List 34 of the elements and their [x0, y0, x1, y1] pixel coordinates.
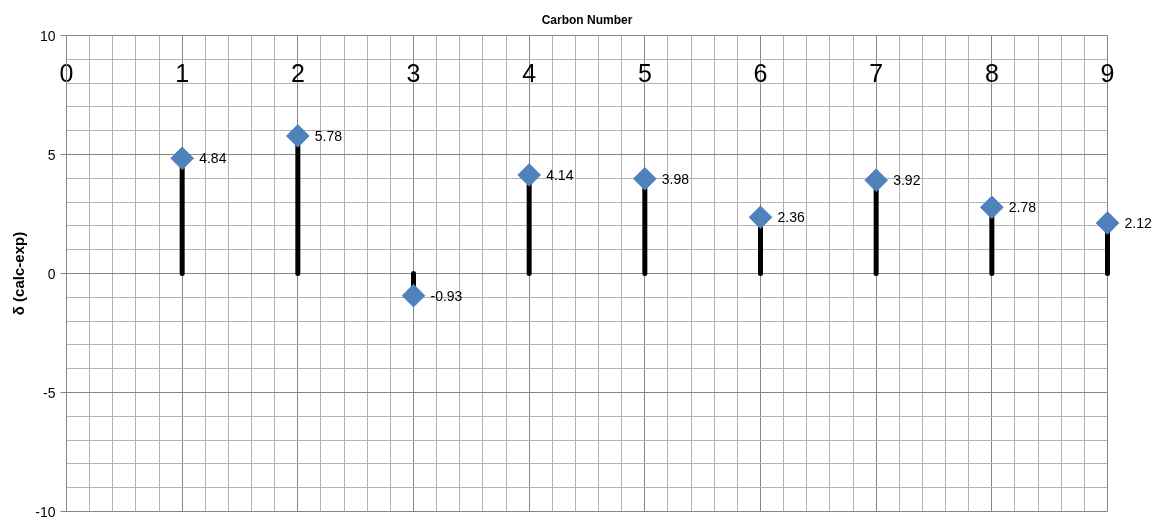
- point: [286, 124, 310, 148]
- x-tick-label: 7: [869, 58, 884, 87]
- data-label: 3.98: [661, 170, 690, 187]
- point: [980, 195, 1004, 220]
- point: [1095, 211, 1120, 235]
- data-label: 2.12: [1124, 215, 1152, 232]
- point: [170, 146, 194, 171]
- point: [401, 283, 426, 308]
- x-tick-label: 3: [406, 58, 421, 87]
- point: [864, 168, 888, 193]
- x-tick-label: 9: [1100, 58, 1115, 87]
- data-label: 4.84: [199, 150, 227, 167]
- data-label: 4.14: [546, 166, 574, 183]
- y-tick-label: 5: [47, 146, 56, 163]
- y-tick-label: -5: [43, 384, 56, 401]
- data-label: 2.78: [1008, 199, 1037, 216]
- x-tick-label: 2: [290, 58, 305, 87]
- data-label: -0.93: [430, 287, 463, 304]
- point: [748, 205, 773, 230]
- y-tick-label: 0: [47, 265, 56, 282]
- x-tick-label: 8: [984, 58, 999, 87]
- data-label: 3.92: [893, 172, 921, 189]
- y-tick-label: 10: [39, 27, 56, 44]
- y-axis-title: δ (calc-exp): [10, 231, 28, 316]
- point: [517, 163, 541, 187]
- x-tick-label: 6: [753, 58, 768, 87]
- x-tick-label: 4: [522, 58, 537, 87]
- x-tick-label: 1: [175, 58, 190, 87]
- data-label: 5.78: [314, 127, 343, 144]
- point: [633, 166, 657, 191]
- x-tick-label: 5: [637, 58, 652, 87]
- y-tick-label: -10: [35, 503, 56, 520]
- data-label: 2.36: [777, 209, 805, 226]
- x-axis-title: Carbon Number: [541, 12, 633, 27]
